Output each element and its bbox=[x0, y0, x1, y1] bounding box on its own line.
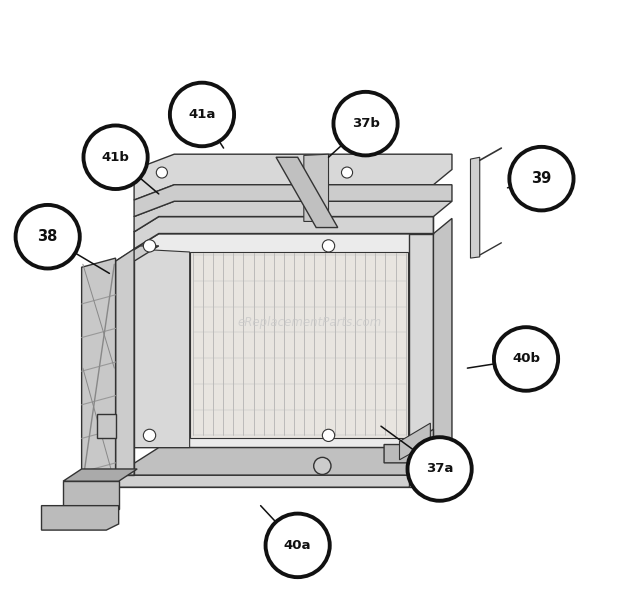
Polygon shape bbox=[399, 423, 430, 460]
Polygon shape bbox=[42, 506, 118, 530]
Circle shape bbox=[16, 205, 80, 268]
Text: 40a: 40a bbox=[284, 539, 311, 552]
Text: 37a: 37a bbox=[426, 462, 453, 475]
Polygon shape bbox=[190, 252, 407, 438]
Polygon shape bbox=[384, 429, 433, 463]
Polygon shape bbox=[134, 249, 190, 448]
Polygon shape bbox=[82, 258, 115, 484]
Circle shape bbox=[334, 92, 397, 155]
Polygon shape bbox=[63, 481, 118, 509]
Polygon shape bbox=[97, 414, 115, 438]
Polygon shape bbox=[471, 157, 480, 258]
Polygon shape bbox=[115, 249, 134, 475]
Circle shape bbox=[143, 239, 156, 252]
Text: 37b: 37b bbox=[352, 117, 379, 130]
Polygon shape bbox=[409, 234, 433, 488]
Circle shape bbox=[170, 83, 234, 146]
Circle shape bbox=[322, 429, 335, 441]
Text: 38: 38 bbox=[37, 229, 58, 244]
Circle shape bbox=[494, 327, 558, 391]
Polygon shape bbox=[134, 201, 452, 232]
Polygon shape bbox=[63, 469, 137, 481]
Circle shape bbox=[314, 457, 331, 475]
Polygon shape bbox=[115, 246, 159, 261]
Circle shape bbox=[322, 239, 335, 252]
Text: 41a: 41a bbox=[188, 108, 216, 121]
Text: 41b: 41b bbox=[102, 151, 130, 164]
Circle shape bbox=[407, 437, 472, 501]
Polygon shape bbox=[134, 154, 452, 200]
Circle shape bbox=[84, 125, 148, 189]
Polygon shape bbox=[134, 185, 452, 217]
Text: eReplacementParts.com: eReplacementParts.com bbox=[238, 316, 382, 328]
Polygon shape bbox=[134, 217, 433, 249]
Circle shape bbox=[342, 167, 353, 178]
Polygon shape bbox=[433, 219, 452, 488]
Polygon shape bbox=[115, 261, 134, 475]
Circle shape bbox=[143, 429, 156, 441]
Circle shape bbox=[265, 513, 330, 577]
Polygon shape bbox=[304, 154, 329, 222]
Circle shape bbox=[510, 147, 574, 211]
Polygon shape bbox=[115, 448, 452, 488]
Text: 39: 39 bbox=[531, 171, 552, 186]
Circle shape bbox=[156, 167, 167, 178]
Text: 40b: 40b bbox=[512, 352, 540, 365]
Polygon shape bbox=[276, 157, 338, 228]
Polygon shape bbox=[134, 234, 433, 448]
Polygon shape bbox=[115, 448, 452, 475]
